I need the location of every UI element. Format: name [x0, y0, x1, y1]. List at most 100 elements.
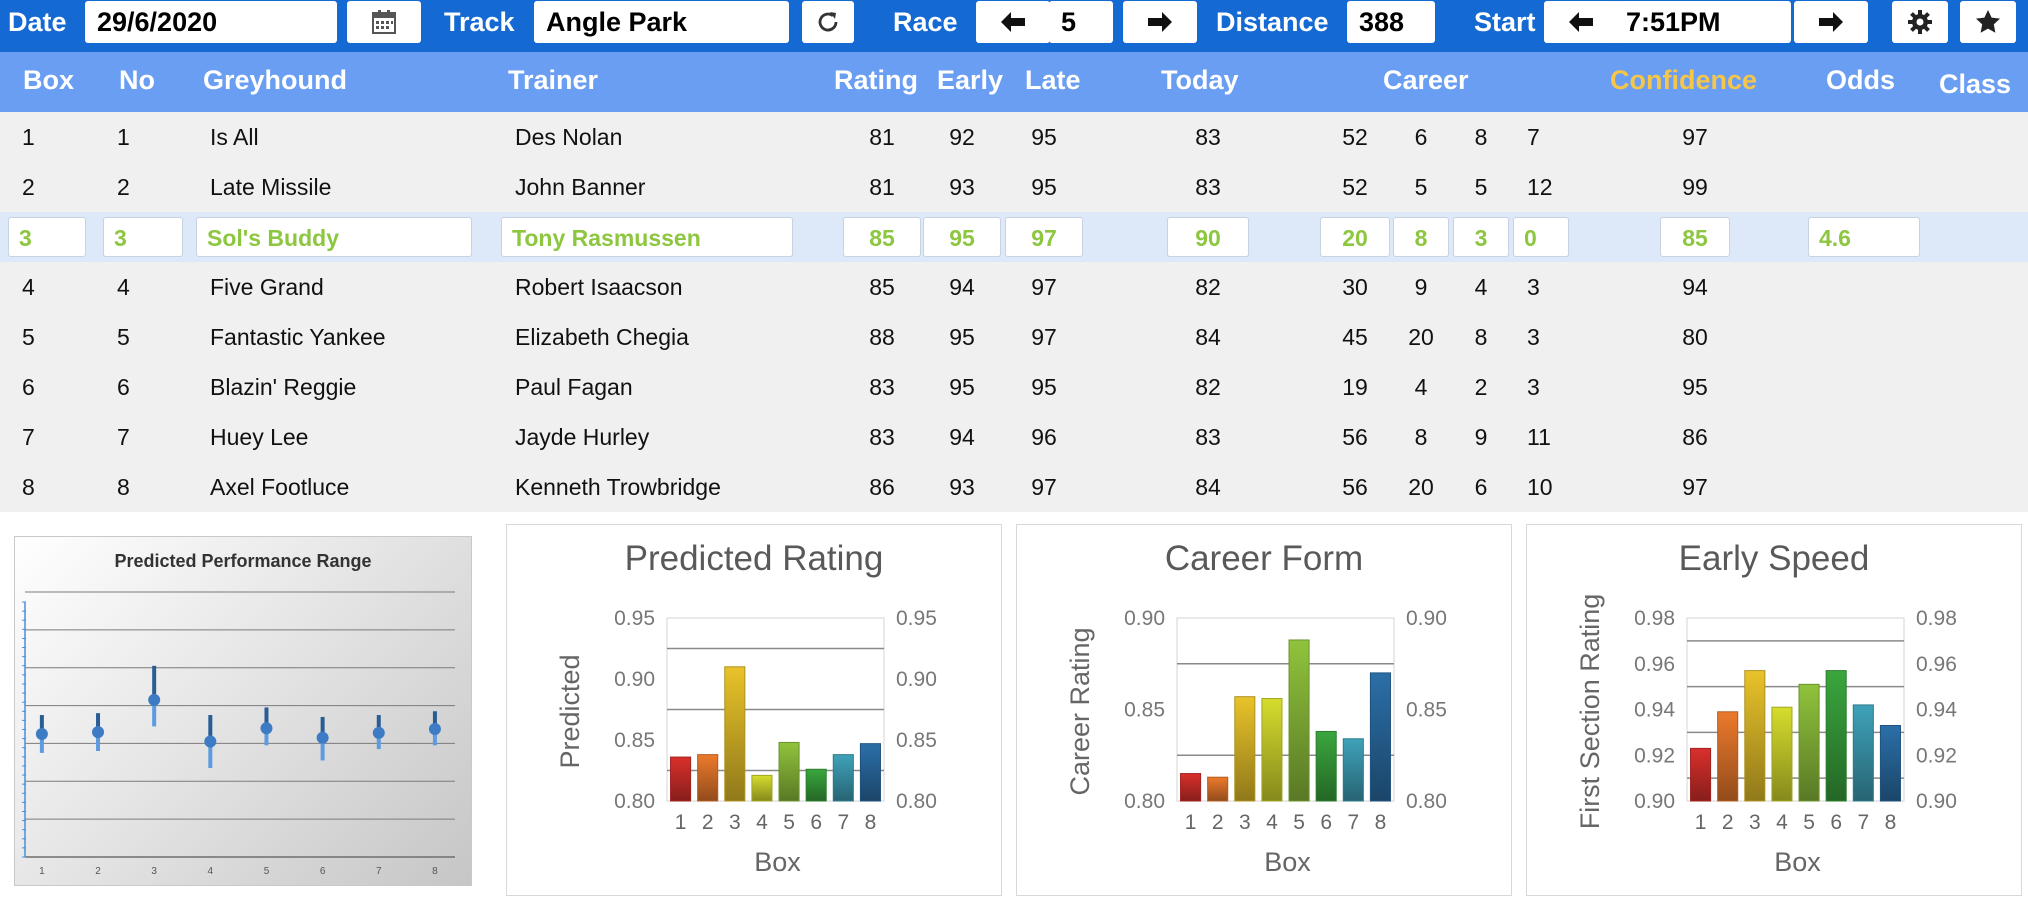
- predicted-point: [316, 731, 329, 744]
- favourite-button[interactable]: [1960, 1, 2016, 43]
- table-row[interactable]: 6 6 Blazin' Reggie Paul Fagan 83 95 95 82 19 4 2 3 9…: [0, 362, 2028, 412]
- career-form-chart: Career Form 1 2 3 4 5 6 7 8 0.80 0.80 0.85 0.85 0.90…: [1016, 524, 1512, 896]
- start-time-field[interactable]: 7:51PM: [1614, 1, 1791, 43]
- race-next-button[interactable]: [1123, 1, 1197, 43]
- cell-late[interactable]: 97: [1005, 217, 1083, 257]
- track-field[interactable]: Angle Park: [534, 1, 789, 43]
- col-rating: Rating: [834, 65, 918, 95]
- y-axis-title: First Section Rating: [1575, 594, 1605, 830]
- bar: [1234, 696, 1256, 802]
- cell-box[interactable]: 3: [8, 217, 86, 257]
- table-row[interactable]: 2 2 Late Missile John Banner 81 93 95 83 52 5 5 12 9…: [0, 162, 2028, 212]
- cell-c1: 30: [1342, 274, 1368, 300]
- y-axis-title: Career Rating: [1065, 627, 1095, 795]
- refresh-button[interactable]: [802, 1, 854, 43]
- col-trainer: Trainer: [508, 65, 599, 95]
- bar: [1342, 738, 1364, 802]
- col-career: Career: [1383, 65, 1469, 95]
- cell-rating: 85: [869, 274, 895, 300]
- x-axis-title: Box: [1774, 847, 1821, 877]
- cell-conf: 94: [1682, 274, 1708, 300]
- cell-c1: 45: [1342, 324, 1368, 350]
- cell-c4: 3: [1527, 324, 1540, 350]
- cell-rating: 83: [869, 424, 895, 450]
- cell-c1: 56: [1342, 424, 1368, 450]
- bar: [724, 666, 746, 802]
- y2-tick-label: 0.80: [1406, 790, 1447, 813]
- x-tick-label: 3: [151, 866, 157, 877]
- bar: [751, 774, 773, 802]
- col-no: No: [119, 65, 155, 95]
- cell-c2: 20: [1408, 324, 1434, 350]
- cell-c3: 8: [1474, 124, 1488, 150]
- table-row[interactable]: 1 1 Is All Des Nolan 81 92 95 83 52 6 8 7 97: [0, 112, 2028, 162]
- y2-tick-label: 0.98: [1916, 607, 1957, 630]
- y-tick-label: 0.95: [614, 607, 655, 630]
- cell-c4: 12: [1527, 174, 1553, 200]
- bar: [1180, 773, 1202, 802]
- cell-dog: Fantastic Yankee: [210, 324, 386, 350]
- cell-trainer[interactable]: Tony Rasmussen: [501, 217, 793, 257]
- cell-c4[interactable]: 0: [1513, 217, 1569, 257]
- cell-no: 5: [117, 324, 130, 350]
- bar: [778, 741, 800, 802]
- bar: [1771, 706, 1793, 802]
- cell-box: 4: [22, 274, 35, 300]
- table-row[interactable]: 5 5 Fantastic Yankee Elizabeth Chegia 88 95 97…: [0, 312, 2028, 362]
- cell-rating: 86: [869, 474, 895, 500]
- y-tick-label: 0.96: [1634, 653, 1675, 676]
- cell-conf[interactable]: 85: [1660, 217, 1730, 257]
- cell-no: 4: [117, 274, 130, 300]
- x-tick-label: 6: [1830, 811, 1842, 834]
- cell-odds[interactable]: 4.6: [1808, 217, 1920, 257]
- date-field[interactable]: 29/6/2020: [85, 1, 337, 43]
- cell-dog[interactable]: Sol's Buddy: [196, 217, 472, 257]
- cell-no[interactable]: 3: [103, 217, 183, 257]
- start-prev-button[interactable]: [1544, 1, 1618, 43]
- x-tick-label: 4: [208, 866, 214, 877]
- bar: [859, 743, 881, 802]
- cell-early[interactable]: 95: [923, 217, 1001, 257]
- cell-c3[interactable]: 3: [1453, 217, 1509, 257]
- race-number-field[interactable]: 5: [1049, 1, 1113, 43]
- cell-rating[interactable]: 85: [843, 217, 921, 257]
- bar: [805, 768, 827, 802]
- x-tick-label: 3: [729, 811, 741, 834]
- bar: [670, 756, 692, 802]
- bar: [832, 754, 854, 802]
- chart-title: Predicted Performance Range: [114, 551, 372, 571]
- cell-box: 2: [22, 174, 35, 200]
- chart-title: Career Form: [1164, 539, 1364, 578]
- table-row[interactable]: 8 8 Axel Footluce Kenneth Trowbridge 86 93 97 8…: [0, 462, 2028, 512]
- cell-early: 94: [949, 274, 975, 300]
- cell-late: 95: [1031, 124, 1057, 150]
- table-row[interactable]: 7 7 Huey Lee Jayde Hurley 83 94 96 83 56 8 9 11 86: [0, 412, 2028, 462]
- table-row[interactable]: 3 3 Sol's Buddy Tony Rasmussen 85 95 97 90 20 8 3 0…: [0, 212, 2028, 262]
- predicted-rating-plot: 1 2 3 4 5 6 7 8 0.80 0.80 0.85 0.85 0.90 0.90 0.95 0.95…: [555, 607, 937, 877]
- calendar-icon: [371, 9, 397, 35]
- cell-c1: 52: [1342, 124, 1368, 150]
- calendar-button[interactable]: [347, 1, 421, 43]
- cell-today[interactable]: 90: [1167, 217, 1249, 257]
- distance-field[interactable]: 388: [1347, 1, 1435, 43]
- cell-c1[interactable]: 20: [1320, 217, 1390, 257]
- cell-conf: 97: [1682, 124, 1708, 150]
- cell-early: 95: [949, 374, 975, 400]
- x-tick-label: 5: [1803, 811, 1815, 834]
- date-label: Date: [8, 7, 67, 37]
- gear-icon: [1907, 9, 1933, 35]
- cell-early: 93: [949, 174, 975, 200]
- race-prev-button[interactable]: [976, 1, 1050, 43]
- start-next-button[interactable]: [1794, 1, 1868, 43]
- cell-dog: Blazin' Reggie: [210, 374, 357, 400]
- col-odds: Odds: [1826, 65, 1896, 95]
- cell-c1: 19: [1342, 374, 1368, 400]
- x-tick-label: 2: [1722, 811, 1734, 834]
- cell-c4: 10: [1527, 474, 1553, 500]
- x-axis-title: Box: [1264, 847, 1311, 877]
- cell-c2[interactable]: 8: [1393, 217, 1449, 257]
- table-row[interactable]: 4 4 Five Grand Robert Isaacson 85 94 97 82 30 9 4 3…: [0, 262, 2028, 312]
- settings-button[interactable]: [1892, 1, 1948, 43]
- arrow-right-icon: [1146, 10, 1174, 34]
- cell-trainer: Robert Isaacson: [515, 274, 683, 300]
